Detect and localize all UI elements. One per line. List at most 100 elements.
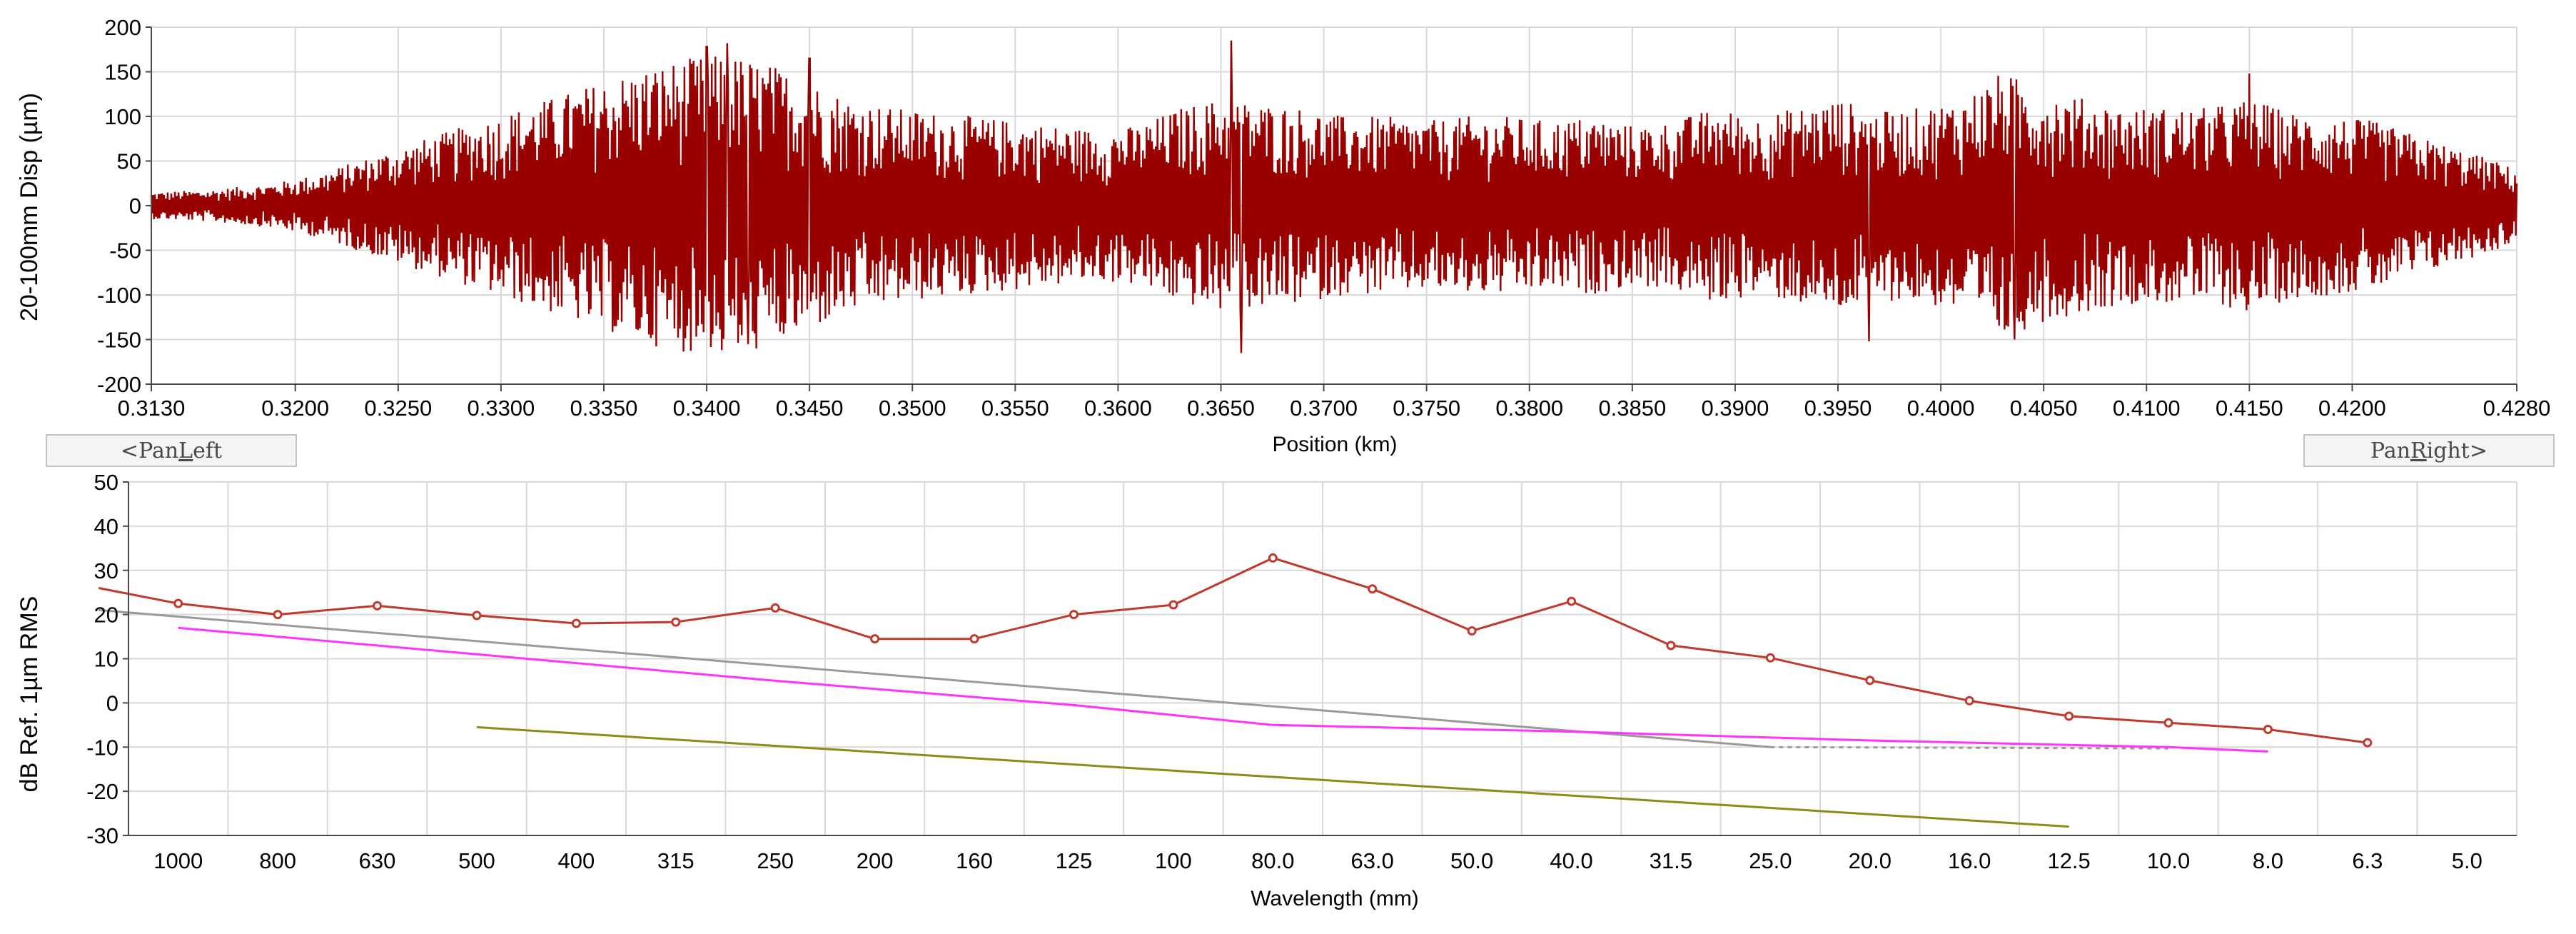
measured-spectrum-point: [273, 610, 283, 620]
pan-left-label-post: eft: [193, 438, 223, 463]
measured-spectrum-point: [472, 611, 482, 621]
bottom-y-tick-label: -10: [86, 735, 118, 760]
bottom-chart-axes: [128, 482, 2517, 836]
top-y-tick-label: -100: [97, 283, 141, 308]
pan-left-label-pre: <Pan: [120, 438, 179, 463]
top-x-tick-label: 0.4050: [2010, 396, 2078, 421]
top-y-tick-labels: 200 150 100 50 0 -50 -100 -150 -200: [97, 15, 141, 397]
top-x-axis-label: Position (km): [1272, 433, 1397, 456]
bottom-y-tick-labels: 50 40 30 20 10 0 -10 -20 -30: [86, 470, 118, 848]
top-y-tick-label: -50: [109, 238, 141, 263]
bottom-x-tick-label: 50.0: [1450, 848, 1493, 873]
measured-spectrum-point: [2263, 725, 2273, 734]
top-x-tick-label: 0.3250: [364, 396, 432, 421]
measured-spectrum-point: [870, 634, 880, 644]
bottom-y-tick-label: 30: [94, 558, 118, 583]
measured-spectrum-point: [1865, 676, 1875, 686]
top-y-tick-label: -150: [97, 328, 141, 353]
top-y-tick-label: 150: [104, 60, 141, 85]
top-y-tick-label: 100: [104, 104, 141, 129]
measured-spectrum-point: [1964, 696, 1974, 705]
bottom-x-tick-label: 630: [359, 848, 396, 873]
measured-spectrum-point: [1168, 600, 1178, 610]
top-y-tick-label: 0: [129, 194, 141, 219]
top-x-tick-label: 0.3600: [1084, 396, 1152, 421]
bottom-x-tick-label: 100: [1155, 848, 1192, 873]
top-x-tick-label: 0.4200: [2318, 396, 2386, 421]
top-x-tick-label: 0.3800: [1495, 396, 1563, 421]
top-x-tick-label: 0.3350: [570, 396, 638, 421]
measured-spectrum-point: [1368, 584, 1378, 594]
measured-spectrum-point: [2363, 738, 2373, 748]
bottom-x-tick-label: 5.0: [2452, 848, 2482, 873]
top-x-tick-label: 0.3500: [879, 396, 946, 421]
bottom-x-tick-label: 40.0: [1550, 848, 1592, 873]
bottom-x-tick-label: 160: [956, 848, 993, 873]
bottom-y-tick-label: -20: [86, 779, 118, 804]
bottom-x-tick-label: 400: [558, 848, 595, 873]
gray-limit-dashed: [1770, 745, 2169, 750]
bottom-x-tick-label: 8.0: [2253, 848, 2283, 873]
top-chart-axes: [151, 27, 2517, 385]
measured-spectrum-point: [2163, 718, 2173, 728]
measured-spectrum-point: [770, 603, 780, 613]
bottom-x-axis-label: Wavelength (mm): [1251, 887, 1419, 910]
bottom-x-tick-label: 25.0: [1749, 848, 1792, 873]
displacement-series-line: [150, 40, 2518, 353]
top-x-tick-label: 0.3700: [1290, 396, 1358, 421]
measured-spectrum-point: [1765, 653, 1775, 663]
bottom-x-tick-label: 16.0: [1948, 848, 1991, 873]
pan-right-label-key: R: [2410, 438, 2427, 463]
top-x-tick-label: 0.3900: [1702, 396, 1769, 421]
top-x-tick-label: 0.3750: [1393, 396, 1460, 421]
bottom-x-tick-label: 500: [458, 848, 495, 873]
bottom-x-tick-label: 10.0: [2147, 848, 2190, 873]
measured-spectrum-point: [373, 601, 383, 611]
bottom-x-tick-label: 250: [757, 848, 794, 873]
top-y-axis-label: 20-100mm Disp (µm): [16, 93, 43, 321]
bottom-x-tick-label: 31.5: [1650, 848, 1692, 873]
top-x-tick-label: 0.3550: [981, 396, 1049, 421]
bottom-x-tick-label: 12.5: [2047, 848, 2090, 873]
measured-spectrum-point: [1567, 596, 1577, 606]
bottom-y-tick-label: 50: [94, 470, 118, 495]
pan-right-label-pre: Pan: [2370, 438, 2411, 463]
bottom-x-tick-label: 315: [657, 848, 694, 873]
bottom-x-tick-label: 1000: [153, 848, 203, 873]
bottom-x-tick-label: 800: [259, 848, 296, 873]
measured-spectrum-point: [969, 634, 979, 644]
top-x-tick-label: 0.3130: [118, 396, 186, 421]
bottom-x-tick-label: 63.0: [1351, 848, 1394, 873]
top-x-tick-label: 0.3300: [467, 396, 535, 421]
gray-limit-line: [99, 608, 1771, 748]
top-x-tick-label: 0.4280: [2483, 396, 2551, 421]
pan-right-label-post: ight>: [2426, 438, 2487, 463]
bottom-y-tick-label: 40: [94, 514, 118, 539]
top-x-tick-label: 0.3450: [776, 396, 844, 421]
measured-spectrum-point: [1069, 610, 1079, 620]
bottom-chart-grid: [123, 481, 2517, 836]
bottom-y-tick-label: 0: [106, 691, 118, 715]
top-y-tick-label: 200: [104, 15, 141, 40]
top-x-tick-label: 0.3650: [1187, 396, 1255, 421]
measured-spectrum-point: [173, 598, 183, 608]
measured-spectrum-line: [98, 556, 2368, 744]
displacement-trace: [150, 40, 2518, 353]
bottom-x-tick-labels: 1000 800 630 500 400 315 250 200 160 125 100 80.0 63…: [153, 848, 2482, 873]
top-x-tick-label: 0.4150: [2216, 396, 2283, 421]
measured-spectrum-point: [671, 617, 681, 627]
top-x-tick-label: 0.3200: [261, 396, 329, 421]
top-x-tick-label: 0.4100: [2113, 396, 2181, 421]
top-x-tick-labels: 0.3130 0.3200 0.3250 0.3300 0.3350 0.3400 0.34…: [118, 396, 2551, 421]
pan-left-label-key: L: [178, 438, 193, 463]
top-y-tick-label: -200: [97, 372, 141, 397]
bottom-x-tick-label: 20.0: [1849, 848, 1891, 873]
bottom-y-tick-label: 10: [94, 647, 118, 672]
top-x-tick-label: 0.3950: [1804, 396, 1872, 421]
top-x-tick-label: 0.3400: [673, 396, 741, 421]
measured-spectrum-point: [1268, 553, 1278, 563]
